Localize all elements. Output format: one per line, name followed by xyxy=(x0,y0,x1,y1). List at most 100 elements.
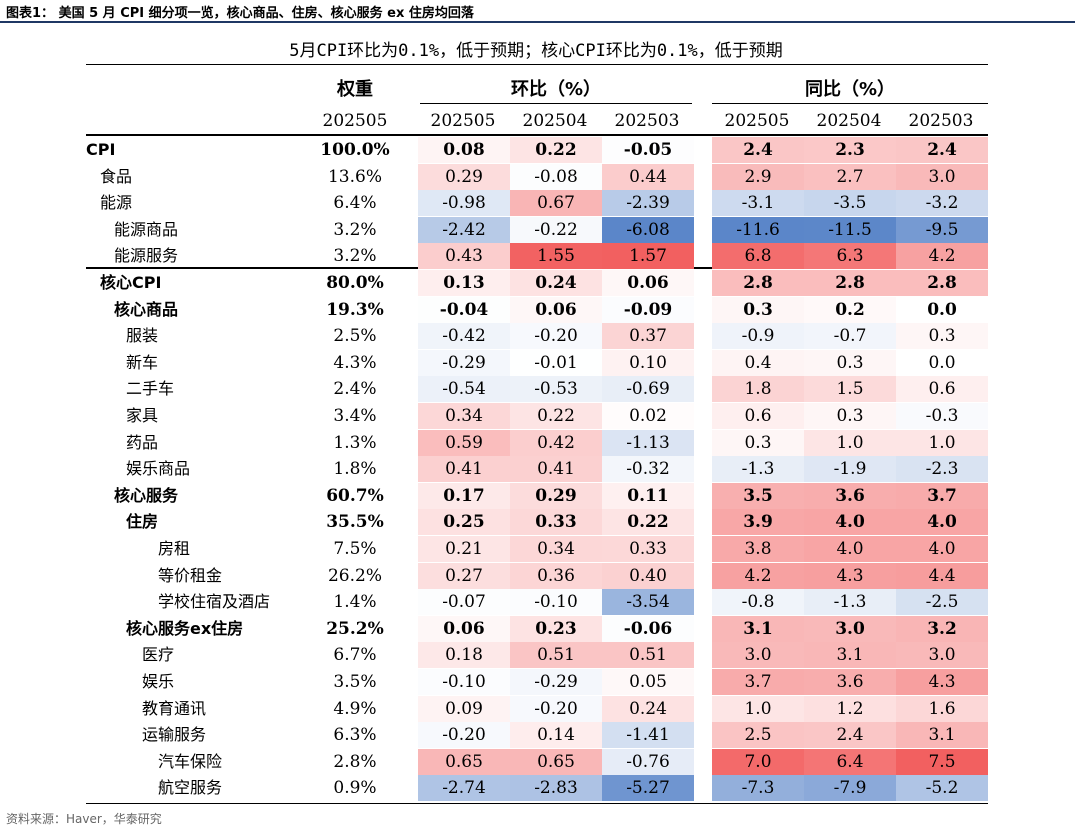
yoy-cell: 4.0 xyxy=(896,536,988,562)
mom-cell: 0.23 xyxy=(510,615,602,642)
weight-cell: 6.7% xyxy=(333,645,377,666)
weight-cell: 6.4% xyxy=(333,193,377,214)
yoy-cell: -0.7 xyxy=(804,323,896,350)
figure-title: 图表1： 美国 5 月 CPI 细分项一览，核心商品、住房、核心服务 ex 住房… xyxy=(6,6,474,21)
row-label: 航空服务 xyxy=(158,778,223,798)
weight-cell: 4.3% xyxy=(333,352,377,373)
row-label: 娱乐 xyxy=(142,672,175,691)
row-label: 运输服务 xyxy=(142,725,207,745)
table-row: 核心服务ex住房 25.2% 0.06 0.23 -0.06 3.1 3.0 3.2 xyxy=(86,615,988,642)
yoy-cell: 2.4 xyxy=(896,137,988,163)
yoy-cell: 2.9 xyxy=(712,163,804,190)
weight-cell: 19.3% xyxy=(326,299,384,320)
mom-cell: -0.07 xyxy=(418,589,510,616)
yoy-cell: 0.2 xyxy=(804,296,896,323)
mom-cell: 0.36 xyxy=(510,562,602,589)
mom-cell: 0.05 xyxy=(602,669,694,695)
mom-cell: 0.33 xyxy=(510,509,602,536)
weight-cell: 80.0% xyxy=(326,273,384,293)
row-label: 房租 xyxy=(158,539,191,558)
table-row: 核心CPI 80.0% 0.13 0.24 0.06 2.8 2.8 2.8 xyxy=(86,270,988,296)
mom-cell: 0.14 xyxy=(510,722,602,749)
table-row: 家具 3.4% 0.34 0.22 0.02 0.6 0.3 -0.3 xyxy=(86,403,988,429)
row-label: 学校住宿及酒店 xyxy=(158,592,271,612)
header-rule xyxy=(86,134,988,136)
yoy-cell: -0.9 xyxy=(712,323,804,350)
source-footer: 资料来源：Haver，华泰研究 xyxy=(6,812,162,826)
mom-date-header: 202505 xyxy=(430,111,496,131)
mom-cell: 0.10 xyxy=(602,349,694,376)
yoy-header: 同比（%） xyxy=(804,79,896,100)
yoy-cell: 1.0 xyxy=(804,429,896,456)
yoy-cell: 0.6 xyxy=(896,376,988,403)
yoy-cell: 2.8 xyxy=(896,270,988,296)
row-label: 食品 xyxy=(100,166,133,186)
mom-cell: 0.25 xyxy=(418,509,510,536)
yoy-cell: 3.8 xyxy=(712,536,804,562)
mom-cell: 0.21 xyxy=(418,536,510,562)
table-row: 教育通讯 4.9% 0.09 -0.20 0.24 1.0 1.2 1.6 xyxy=(86,695,988,722)
mom-cell: 0.02 xyxy=(602,403,694,429)
mom-cell: 0.22 xyxy=(510,137,602,163)
yoy-cell: 3.7 xyxy=(712,669,804,695)
yoy-cell: 3.1 xyxy=(896,722,988,749)
table-row: 能源商品 3.2% -2.42 -0.22 -6.08 -11.6 -11.5 -9.5 xyxy=(86,216,988,243)
mom-cell: 0.41 xyxy=(510,456,602,483)
weight-cell: 3.2% xyxy=(333,246,377,267)
mom-cell: -0.69 xyxy=(602,376,694,403)
yoy-cell: 0.3 xyxy=(804,349,896,376)
weight-header: 权重 xyxy=(337,79,373,100)
mom-date-header: 202503 xyxy=(614,111,680,131)
yoy-cell: -7.3 xyxy=(712,775,804,802)
row-label: 教育通讯 xyxy=(142,698,207,718)
row-label: 汽车保险 xyxy=(158,751,223,771)
yoy-cell: 3.6 xyxy=(804,669,896,695)
yoy-cell: 4.3 xyxy=(896,669,988,695)
mom-cell: -0.20 xyxy=(418,722,510,749)
yoy-cell: 7.0 xyxy=(712,748,804,775)
mom-cell: -0.54 xyxy=(418,376,510,403)
weight-cell: 35.5% xyxy=(326,512,384,533)
weight-cell: 100.0% xyxy=(320,140,390,160)
mom-cell: 0.18 xyxy=(418,642,510,669)
yoy-cell: 4.0 xyxy=(804,536,896,562)
mom-cell: 0.34 xyxy=(418,403,510,429)
row-label: 核心服务 xyxy=(114,485,179,505)
yoy-cell: 3.1 xyxy=(804,642,896,669)
table-row: 药品 1.3% 0.59 0.42 -1.13 0.3 1.0 1.0 xyxy=(86,429,988,456)
mom-cell: 0.13 xyxy=(418,270,510,296)
yoy-cell: 1.5 xyxy=(804,376,896,403)
table-row: 医疗 6.7% 0.18 0.51 0.51 3.0 3.1 3.0 xyxy=(86,642,988,669)
weight-cell: 7.5% xyxy=(333,539,377,559)
table-row: 学校住宿及酒店 1.4% -0.07 -0.10 -3.54 -0.8 -1.3 -2.5 xyxy=(86,589,988,616)
weight-cell: 1.4% xyxy=(333,592,377,613)
row-label: 服装 xyxy=(126,326,159,346)
yoy-cell: 7.5 xyxy=(896,748,988,775)
yoy-cell: 3.6 xyxy=(804,482,896,509)
yoy-cell: -2.5 xyxy=(896,589,988,616)
yoy-cell: -1.3 xyxy=(712,456,804,483)
mom-cell: -0.10 xyxy=(418,669,510,695)
mom-cell: -0.08 xyxy=(510,163,602,190)
table-row: 等价租金 26.2% 0.27 0.36 0.40 4.2 4.3 4.4 xyxy=(86,562,988,589)
yoy-cell: 0.4 xyxy=(712,349,804,376)
yoy-cell: 3.7 xyxy=(896,482,988,509)
mom-cell: 0.43 xyxy=(418,243,510,270)
table-row: 娱乐商品 1.8% 0.41 0.41 -0.32 -1.3 -1.9 -2.3 xyxy=(86,456,988,483)
mom-cell: -0.05 xyxy=(602,137,694,163)
yoy-cell: 4.2 xyxy=(896,243,988,270)
mom-cell: 0.29 xyxy=(510,482,602,509)
mom-cell: 0.08 xyxy=(418,137,510,163)
yoy-cell: 1.8 xyxy=(712,376,804,403)
table-row: 新车 4.3% -0.29 -0.01 0.10 0.4 0.3 0.0 xyxy=(86,349,988,376)
yoy-cell: 1.2 xyxy=(804,695,896,722)
yoy-cell: 4.2 xyxy=(712,562,804,589)
yoy-cell: 2.4 xyxy=(804,722,896,749)
weight-cell: 3.4% xyxy=(333,406,377,426)
mom-cell: -2.74 xyxy=(418,775,510,802)
row-label: 二手车 xyxy=(126,379,175,399)
yoy-cell: -3.5 xyxy=(804,190,896,217)
row-label: 住房 xyxy=(126,512,159,532)
yoy-cell: -3.2 xyxy=(896,190,988,217)
bottom-rule xyxy=(86,803,988,804)
